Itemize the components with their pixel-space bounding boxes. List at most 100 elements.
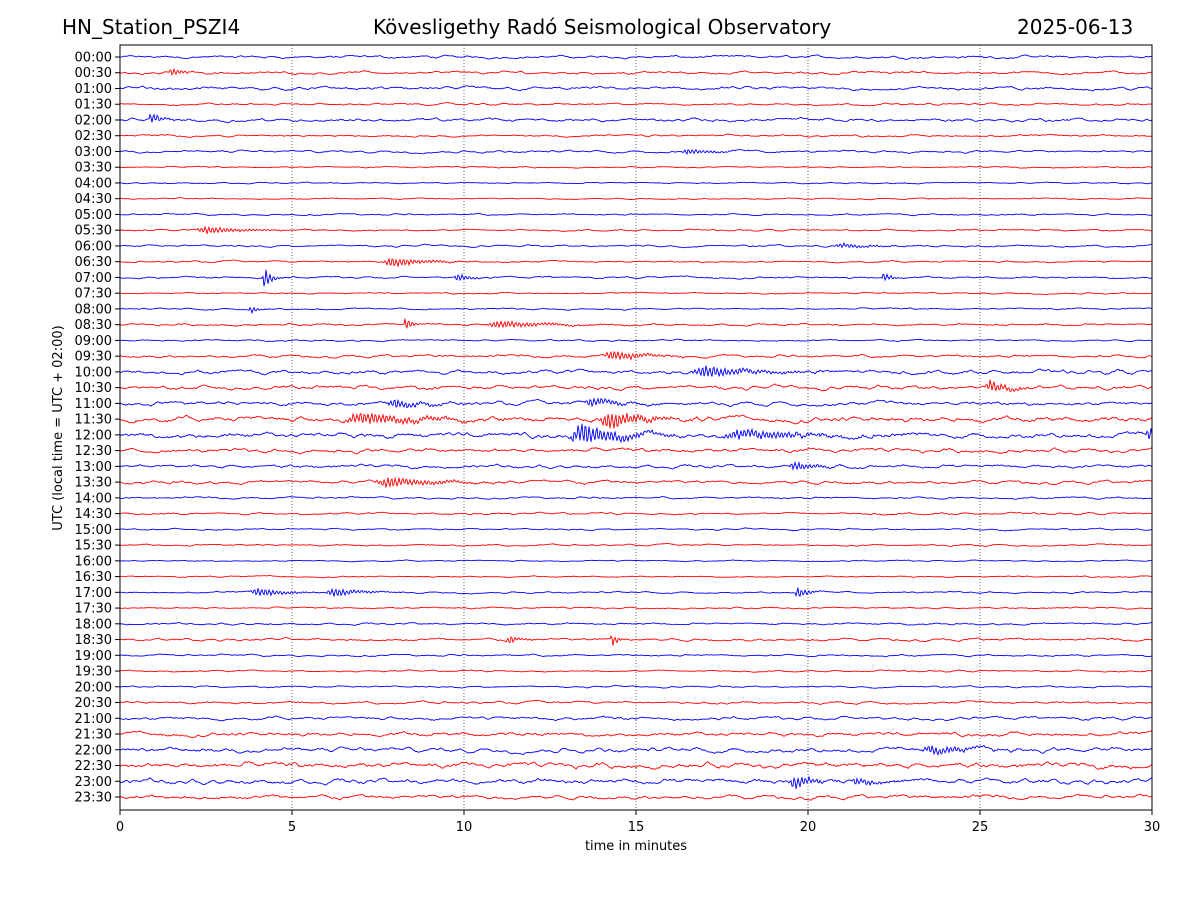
x-tick-label: 5 <box>288 820 296 835</box>
y-tick-label: 21:00 <box>75 712 112 727</box>
trace-0500 <box>119 212 1153 217</box>
y-tick-label: 09:00 <box>75 334 112 349</box>
x-axis-label: time in minutes <box>585 839 687 854</box>
x-tick-label: 0 <box>116 820 124 835</box>
y-tick-label: 20:00 <box>75 680 112 695</box>
trace-1500 <box>119 527 1153 532</box>
x-tick-label: 15 <box>628 820 645 835</box>
y-tick-label: 08:30 <box>75 318 112 333</box>
trace-2230 <box>119 761 1153 770</box>
trace-2030 <box>119 699 1153 705</box>
y-tick-label: 05:00 <box>75 208 112 223</box>
trace-2330 <box>119 793 1153 801</box>
y-tick-label: 07:30 <box>75 287 112 302</box>
y-tick-label: 06:00 <box>75 239 112 254</box>
y-tick-label: 18:00 <box>75 617 112 632</box>
station-title: HN_Station_PSZI4 <box>62 15 241 39</box>
trace-1330 <box>119 476 1153 489</box>
y-tick-label: 13:30 <box>75 476 112 491</box>
trace-1230 <box>119 447 1153 455</box>
y-tick-label: 16:00 <box>75 554 112 569</box>
trace-0830 <box>119 318 1153 330</box>
trace-1530 <box>119 542 1153 547</box>
trace-0130 <box>119 102 1153 107</box>
y-tick-label: 01:30 <box>75 98 112 113</box>
x-tick-label: 10 <box>456 820 473 835</box>
trace-1030 <box>119 379 1153 393</box>
date-title: 2025-06-13 <box>1017 15 1134 39</box>
trace-2000 <box>119 684 1153 689</box>
y-tick-label: 17:30 <box>75 602 112 617</box>
y-tick-label: 09:30 <box>75 350 112 365</box>
trace-1430 <box>119 511 1153 516</box>
y-tick-label: 01:00 <box>75 82 112 97</box>
trace-1600 <box>119 559 1153 563</box>
trace-0900 <box>119 338 1153 343</box>
y-tick-label: 00:30 <box>75 66 112 81</box>
y-tick-label: 12:30 <box>75 444 112 459</box>
y-tick-label: 07:00 <box>75 271 112 286</box>
trace-2130 <box>119 730 1153 739</box>
trace-1830 <box>119 635 1153 646</box>
y-tick-label: 11:30 <box>75 413 112 428</box>
trace-0000 <box>119 54 1153 60</box>
trace-0030 <box>119 67 1153 76</box>
trace-0600 <box>119 242 1153 249</box>
y-tick-label: 05:30 <box>75 224 112 239</box>
trace-0800 <box>119 306 1153 315</box>
trace-1300 <box>119 460 1153 472</box>
y-tick-label: 20:30 <box>75 696 112 711</box>
trace-2300 <box>119 775 1153 790</box>
y-tick-label: 03:00 <box>75 145 112 160</box>
trace-1730 <box>119 606 1153 610</box>
y-tick-label: 23:30 <box>75 791 112 806</box>
trace-1130 <box>119 412 1153 429</box>
trace-2100 <box>119 715 1153 722</box>
trace-0200 <box>119 113 1153 124</box>
y-tick-label: 16:30 <box>75 570 112 585</box>
trace-1800 <box>119 621 1153 626</box>
y-tick-label: 22:00 <box>75 743 112 758</box>
trace-1700 <box>119 587 1153 598</box>
y-tick-label: 23:00 <box>75 775 112 790</box>
trace-0730 <box>119 291 1153 295</box>
y-tick-label: 06:30 <box>75 255 112 270</box>
trace-1000 <box>119 365 1153 377</box>
y-tick-label: 17:00 <box>75 586 112 601</box>
trace-0100 <box>119 85 1153 92</box>
y-tick-label: 19:00 <box>75 649 112 664</box>
y-tick-label: 13:00 <box>75 460 112 475</box>
trace-1900 <box>119 653 1153 658</box>
x-tick-label: 25 <box>972 820 989 835</box>
trace-1630 <box>119 575 1153 579</box>
trace-0700 <box>119 269 1153 287</box>
trace-2200 <box>119 744 1153 756</box>
y-tick-label: 15:30 <box>75 539 112 554</box>
y-tick-label: 08:00 <box>75 302 112 317</box>
y-tick-label: 12:00 <box>75 428 112 443</box>
y-tick-label: 19:30 <box>75 665 112 680</box>
trace-0400 <box>119 181 1153 185</box>
y-tick-label: 11:00 <box>75 397 112 412</box>
y-tick-label: 04:00 <box>75 176 112 191</box>
y-tick-label: 02:30 <box>75 129 112 144</box>
trace-0300 <box>119 148 1153 155</box>
y-tick-label: 15:00 <box>75 523 112 538</box>
trace-0930 <box>119 350 1153 361</box>
x-tick-label: 30 <box>1144 820 1161 835</box>
trace-1200 <box>119 423 1153 444</box>
y-tick-label: 03:30 <box>75 161 112 176</box>
trace-0330 <box>119 165 1153 169</box>
trace-0430 <box>119 197 1153 201</box>
trace-0530 <box>119 225 1153 235</box>
y-tick-label: 14:30 <box>75 507 112 522</box>
y-tick-label: 10:00 <box>75 365 112 380</box>
x-tick-label: 20 <box>800 820 817 835</box>
y-tick-label: 14:00 <box>75 491 112 506</box>
trace-0630 <box>119 257 1153 267</box>
y-tick-label: 22:30 <box>75 759 112 774</box>
observatory-title: Kövesligethy Radó Seismological Observat… <box>373 15 832 39</box>
y-tick-label: 21:30 <box>75 728 112 743</box>
